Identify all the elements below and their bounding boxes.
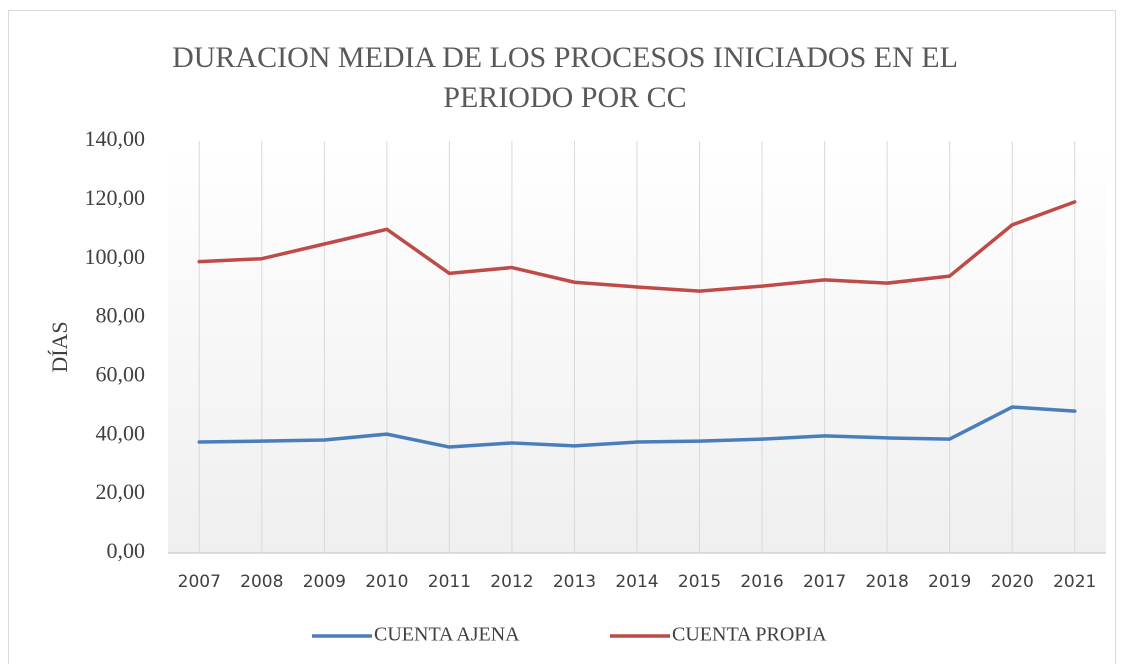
x-tick-label: 2015 [678, 572, 721, 592]
y-tick-label: 100,00 [85, 244, 146, 269]
y-tick-label: 0,00 [107, 538, 146, 563]
y-axis-label: DÍAS [47, 321, 72, 372]
x-tick-label: 2010 [365, 572, 408, 592]
y-tick-label: 80,00 [96, 303, 146, 328]
series-line [197, 200, 1077, 293]
y-tick-label: 40,00 [96, 420, 146, 445]
x-tick-label: 2018 [866, 572, 909, 592]
x-tick-label: 2008 [240, 572, 283, 592]
x-tick-label: 2020 [991, 572, 1034, 592]
y-tick-label: 20,00 [96, 479, 146, 504]
x-tick-label: 2007 [178, 572, 221, 592]
legend-label: CUENTA AJENA [374, 624, 520, 646]
y-tick-label: 120,00 [85, 185, 146, 210]
x-tick-label: 2021 [1053, 572, 1096, 592]
x-tick-label: 2016 [740, 572, 783, 592]
x-tick-label: 2019 [928, 572, 971, 592]
x-tick-label: 2012 [490, 572, 533, 592]
legend-label: CUENTA PROPIA [672, 624, 827, 646]
series-line [197, 405, 1077, 449]
y-tick-label: 140,00 [85, 126, 146, 151]
x-tick-label: 2011 [428, 572, 471, 592]
x-tick-label: 2009 [303, 572, 346, 592]
x-tick-label: 2013 [553, 572, 596, 592]
x-tick-label: 2017 [803, 572, 846, 592]
x-tick-label: 2014 [615, 572, 658, 592]
chart-title: DURACION MEDIA DE LOS PROCESOS INICIADOS… [172, 41, 958, 114]
y-tick-label: 60,00 [96, 361, 146, 386]
